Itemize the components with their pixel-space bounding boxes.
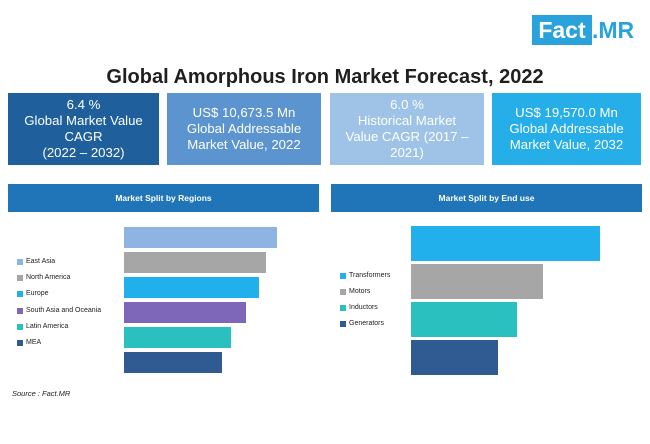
regions-legend-swatch <box>17 323 23 330</box>
kpi-card-market-value-2022: US$ 10,673.5 Mn Global Addressable Marke… <box>167 93 321 165</box>
kpi-line: US$ 19,570.0 Mn <box>515 105 618 120</box>
regions-legend-swatch <box>17 291 23 298</box>
regions-chart-title: Market Split by Regions <box>8 184 319 212</box>
kpi-card-historical-cagr: 6.0 % Historical Market Value CAGR (2017… <box>330 93 484 165</box>
end-use-legend-label: Inductors <box>349 304 378 311</box>
end-use-chart-title: Market Split by End use <box>331 184 642 212</box>
logo-mr-text: .MR <box>592 17 635 43</box>
kpi-line: US$ 10,673.5 Mn <box>192 105 296 120</box>
kpi-line: Global Addressable <box>186 121 302 136</box>
kpi-line: Market Value, 2022 <box>187 137 301 152</box>
end-use-legend-label: Generators <box>349 320 385 327</box>
regions-bar-0 <box>124 227 277 248</box>
regions-bar-2 <box>124 277 259 298</box>
regions-legend-swatch <box>17 340 23 346</box>
regions-legend-label: Latin America <box>26 322 69 330</box>
regions-legend-label: MEA <box>26 339 42 346</box>
regions-bar-3 <box>124 302 247 323</box>
end-use-bar-0 <box>411 226 600 261</box>
end-use-legend-swatch <box>340 289 346 295</box>
page-title: Global Amorphous Iron Market Forecast, 2… <box>106 66 544 88</box>
kpi-line: 6.0 % <box>390 97 424 112</box>
regions-legend-swatch <box>17 307 23 314</box>
end-use-bar-1 <box>411 264 544 299</box>
regions-legend-label: East Asia <box>26 258 56 265</box>
regions-legend-swatch <box>17 275 23 282</box>
end-use-bar-3 <box>411 340 498 375</box>
regions-bar-4 <box>124 327 232 348</box>
kpi-card-market-value-2032: US$ 19,570.0 Mn Global Addressable Marke… <box>492 93 641 165</box>
logo-fact-text: Fact <box>532 15 592 45</box>
regions-legend-label: South Asia and Oceania <box>26 306 102 314</box>
regions-legend-swatch <box>17 259 23 265</box>
kpi-card-market-cagr: 6.4 % Global Market Value CAGR (2022 – 2… <box>8 93 159 165</box>
regions-bar-5 <box>124 352 222 373</box>
regions-legend-label: Europe <box>26 290 49 298</box>
end-use-legend-label: Transformers <box>349 272 391 279</box>
kpi-line: CAGR <box>64 129 103 144</box>
kpi-line: Global Market Value <box>24 113 143 128</box>
fact-mr-logo: Fact .MR <box>532 15 635 45</box>
regions-bar-1 <box>124 252 267 273</box>
kpi-line: Historical Market <box>357 113 457 128</box>
end-use-legend-swatch <box>340 273 346 279</box>
regions-legend-label: North America <box>26 274 71 282</box>
kpi-line: (2022 – 2032) <box>42 145 125 160</box>
end-use-legend-swatch <box>340 321 346 327</box>
kpi-line: 6.4 % <box>66 97 101 112</box>
end-use-bar-2 <box>411 302 517 337</box>
source-note: Source : Fact.MR <box>12 389 71 398</box>
end-use-legend-swatch <box>340 305 346 311</box>
kpi-line: Market Value, 2032 <box>509 137 624 152</box>
end-use-legend-label: Motors <box>349 288 371 295</box>
kpi-line: 2021) <box>390 145 424 160</box>
kpi-line: Global Addressable <box>509 121 624 136</box>
kpi-line: Value CAGR (2017 – <box>345 129 469 144</box>
